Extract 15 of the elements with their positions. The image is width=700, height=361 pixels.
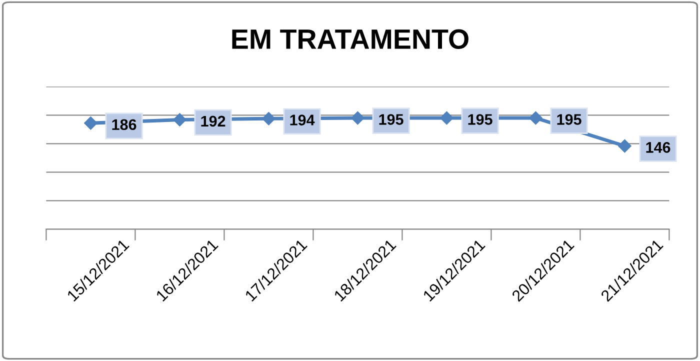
data-label: 194 bbox=[290, 114, 315, 126]
data-label: 146 bbox=[646, 142, 670, 153]
point bbox=[84, 116, 98, 130]
data-label: 186 bbox=[112, 119, 136, 130]
data-label: 195 bbox=[557, 114, 582, 125]
point bbox=[351, 111, 364, 125]
point bbox=[618, 139, 632, 153]
chart-title: EM TRATAMENTO bbox=[232, 29, 468, 49]
point bbox=[262, 112, 276, 126]
data-label: 192 bbox=[201, 116, 226, 127]
data-label: 195 bbox=[468, 114, 492, 125]
data-label: 195 bbox=[379, 114, 404, 125]
point bbox=[440, 111, 454, 125]
point bbox=[529, 111, 542, 125]
point bbox=[173, 113, 186, 126]
